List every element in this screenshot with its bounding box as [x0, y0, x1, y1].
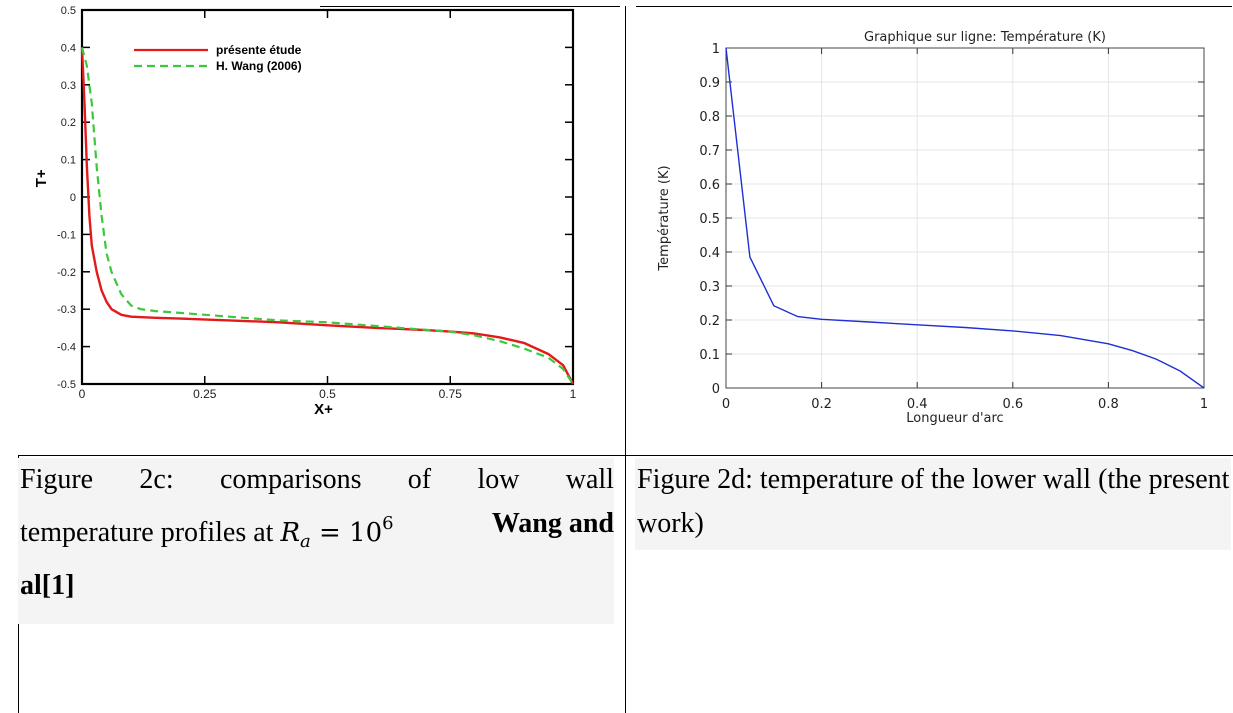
- legend-label: présente étude: [216, 43, 302, 57]
- caption-word: wall: [565, 464, 614, 495]
- caption-word: 2c:: [139, 464, 174, 495]
- y-tick-label: 0.5: [61, 6, 76, 17]
- x-axis-label: Longueur d'arc: [906, 411, 1003, 426]
- caption-line-3: al[1]: [20, 564, 614, 608]
- caption-word: comparisons: [219, 464, 362, 495]
- chart-left-plot: 0.50.40.30.20.10-0.1-0.2-0.3-0.4-0.50 0.2…: [33, 6, 577, 418]
- caption-line-1: Figure 2c: comparisons of low wall: [20, 458, 614, 502]
- x-tick-label: 0.6: [1002, 397, 1023, 412]
- x-tick-label: 0: [79, 387, 86, 401]
- x-tick-label: 0.5: [319, 387, 336, 401]
- figure-2d-caption: Figure 2d: temperature of the lower wall…: [635, 458, 1231, 550]
- x-tick-label: 1: [570, 387, 577, 401]
- figure-2c-caption: Figure 2c: comparisons of low wall tempe…: [18, 458, 614, 624]
- math-exponent: 6: [382, 513, 394, 534]
- x-tick-label: 0.8: [1098, 397, 1119, 412]
- x-tick-label: 0.75: [439, 387, 463, 401]
- y-tick-label: -0.1: [57, 229, 76, 241]
- x-tick-label: 1: [1200, 397, 1208, 412]
- series-line: [80, 47, 574, 385]
- caption-text: Figure 2d: temperature of the lower wall…: [637, 464, 1230, 539]
- y-tick-label: 0.8: [699, 110, 720, 125]
- x-tick-label: 0.2: [811, 397, 832, 412]
- y-tick-label: 0: [712, 382, 720, 397]
- table-top-border: [320, 6, 620, 7]
- x-tick-label: 0: [722, 397, 730, 412]
- caption-line-2: temperature profiles at Ra = 106 Wang an…: [20, 502, 614, 564]
- x-tick-label: 0.25: [193, 387, 217, 401]
- y-tick-label: 0.6: [699, 178, 720, 193]
- caption-reference: al[1]: [20, 570, 75, 601]
- caption-text: temperature profiles at: [20, 517, 274, 548]
- chart-left: 0.5 0.4 0.3 0.2 0.1 0 -0.1 -0.2 -0.3 -0.4 -0.5 0 0.2…: [20, 6, 585, 426]
- chart-title: Graphique sur ligne: Température (K): [864, 30, 1106, 45]
- table-top-border-right: [636, 6, 1232, 7]
- legend-label: H. Wang (2006): [216, 59, 302, 73]
- caption-word: of: [407, 464, 432, 495]
- y-tick-label: 0: [70, 192, 76, 204]
- series-line: [80, 47, 575, 385]
- x-axis-label: X+: [314, 401, 333, 418]
- y-tick-label: 0.3: [699, 280, 720, 295]
- series-line: [725, 47, 1205, 389]
- y-tick-label: -0.2: [57, 267, 76, 279]
- plot-frame-border: [725, 47, 1205, 389]
- caption-word: low: [477, 464, 520, 495]
- y-tick-label: 0.1: [699, 348, 720, 363]
- y-tick-label: -0.3: [57, 304, 76, 316]
- chart-right-plot: Graphique sur ligne: Température (K) 1 0.9…: [657, 30, 1208, 426]
- y-tick-label: 0.1: [61, 155, 76, 167]
- y-tick-label: 0.4: [699, 246, 720, 261]
- y-tick-label: 1: [712, 42, 720, 57]
- y-tick-label: 0.2: [61, 117, 76, 129]
- y-tick-label: 0.3: [61, 80, 76, 92]
- math-base: R: [280, 518, 301, 548]
- y-tick-label: 0.7: [699, 144, 720, 159]
- table-middle-border: [625, 6, 626, 713]
- y-axis-label: Température (K): [657, 165, 672, 271]
- chart-right: Graphique sur ligne: Température (K) 1 0.9…: [636, 14, 1226, 434]
- rayleigh-number: Ra = 106: [280, 513, 393, 552]
- math-equals: = 10: [310, 518, 383, 548]
- y-tick-label: -0.4: [57, 342, 76, 354]
- x-tick-label: 0.4: [907, 397, 928, 412]
- caption-bold-text: Wang and: [491, 508, 614, 539]
- y-tick-label: -0.5: [57, 379, 76, 391]
- math-subscript: a: [300, 531, 311, 552]
- y-tick-label: 0.5: [699, 212, 720, 227]
- y-tick-label: 0.9: [699, 76, 720, 91]
- y-axis-label: T+: [33, 169, 50, 187]
- plot-frame: [80, 8, 575, 386]
- y-tick-label: 0.4: [61, 42, 76, 54]
- y-tick-label: 0.2: [699, 314, 720, 329]
- caption-word: Figure: [20, 464, 94, 495]
